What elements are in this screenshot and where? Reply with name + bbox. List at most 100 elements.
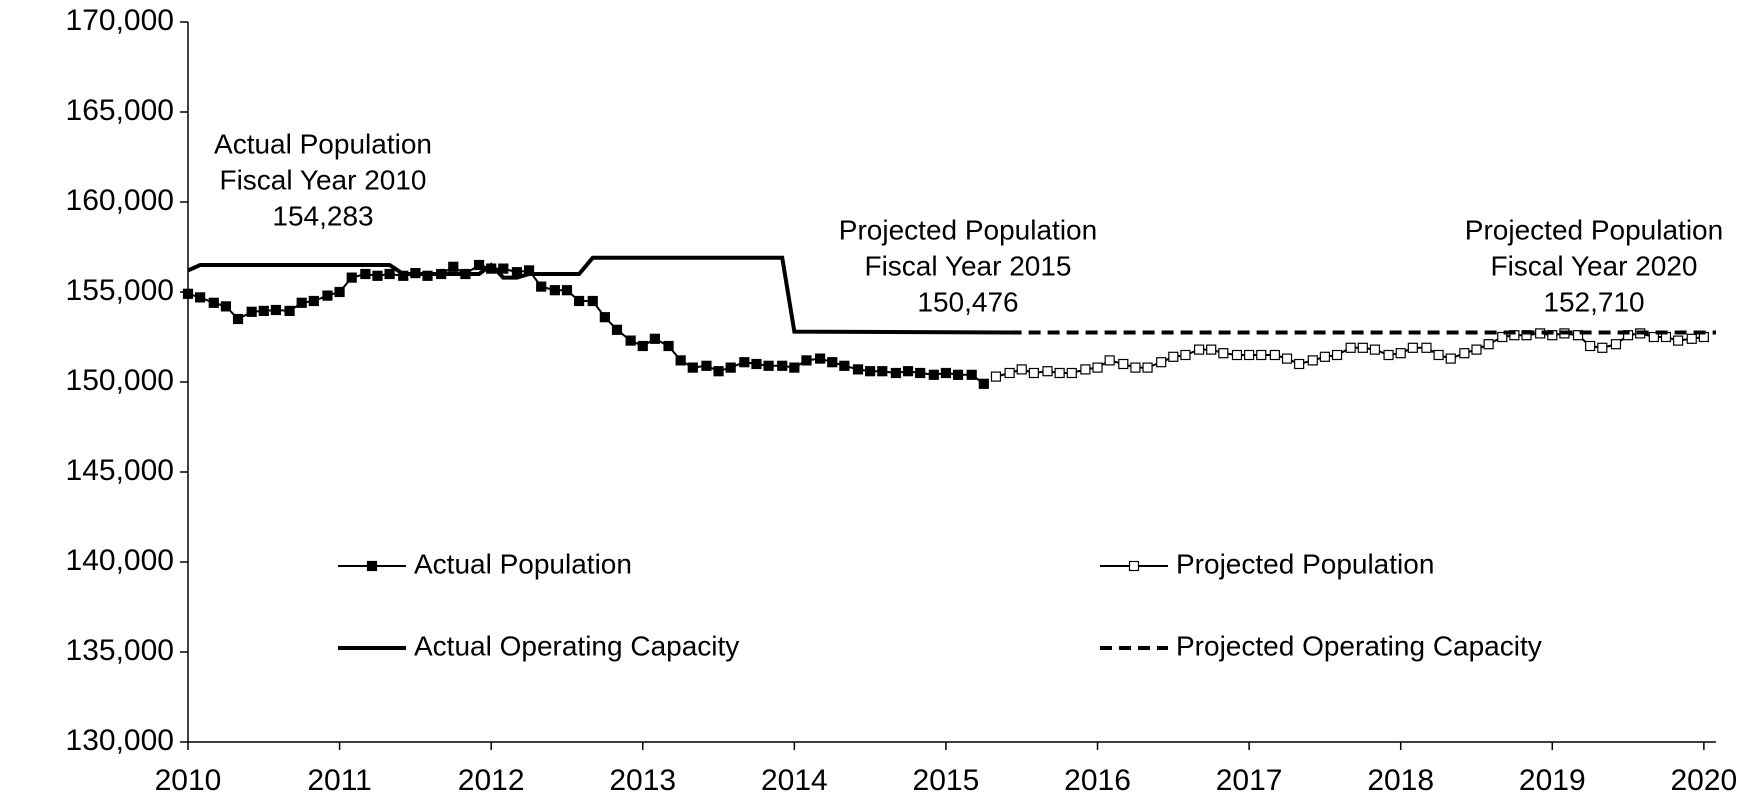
data-point xyxy=(208,297,219,308)
data-point xyxy=(902,366,914,377)
data-point xyxy=(258,305,269,316)
data-point xyxy=(865,366,876,377)
data-point xyxy=(1610,339,1622,350)
x-tick-label: 2011 xyxy=(307,764,372,797)
y-tick-label: 160,000 xyxy=(66,184,174,217)
data-point xyxy=(1092,362,1103,373)
data-point xyxy=(1080,364,1091,375)
data-point xyxy=(1483,339,1494,350)
data-point xyxy=(384,268,395,280)
data-point xyxy=(852,364,864,375)
data-point xyxy=(1142,362,1153,373)
data-point xyxy=(978,378,989,389)
data-point xyxy=(1066,367,1077,379)
data-point xyxy=(687,362,698,373)
data-point xyxy=(1218,348,1229,359)
data-point xyxy=(473,259,485,271)
data-point xyxy=(1345,342,1356,353)
annotation: Fiscal Year 2015 xyxy=(864,250,1071,281)
data-point xyxy=(725,362,736,373)
data-point xyxy=(801,355,812,366)
data-point xyxy=(940,367,952,379)
data-point xyxy=(1193,344,1205,355)
annotation: 150,476 xyxy=(917,286,1018,317)
data-point xyxy=(308,295,319,307)
data-point xyxy=(1244,349,1255,361)
y-tick-label: 140,000 xyxy=(66,544,174,577)
data-point xyxy=(1269,349,1280,361)
x-tick-label: 2012 xyxy=(458,764,525,797)
y-tick-label: 170,000 xyxy=(66,4,174,37)
x-tick-label: 2018 xyxy=(1367,764,1434,797)
data-point xyxy=(1331,349,1343,361)
data-point xyxy=(877,366,888,377)
x-tick-label: 2019 xyxy=(1519,764,1586,797)
data-point xyxy=(498,263,509,274)
legend-label: Actual Population xyxy=(414,548,632,579)
data-point xyxy=(1572,330,1584,341)
data-point xyxy=(1042,366,1053,377)
data-point xyxy=(246,306,257,317)
data-point xyxy=(448,261,459,272)
y-tick-label: 155,000 xyxy=(66,274,174,307)
data-point xyxy=(322,290,333,301)
data-point xyxy=(220,301,231,312)
data-point xyxy=(1357,342,1368,353)
annotation: Fiscal Year 2010 xyxy=(219,164,426,195)
y-tick-label: 135,000 xyxy=(66,634,174,667)
data-point xyxy=(1369,344,1381,355)
data-point xyxy=(1016,364,1027,375)
series-line xyxy=(187,255,1010,335)
x-tick-label: 2017 xyxy=(1216,764,1283,797)
data-point xyxy=(928,369,939,380)
annotation: 154,283 xyxy=(272,200,373,231)
data-point xyxy=(1104,355,1115,366)
data-point xyxy=(1497,331,1508,343)
data-point xyxy=(549,285,560,296)
x-tick-label: 2016 xyxy=(1064,764,1131,797)
data-point xyxy=(1597,342,1608,353)
data-point xyxy=(952,369,964,380)
x-tick-label: 2015 xyxy=(913,764,980,797)
y-tick-label: 145,000 xyxy=(66,454,174,487)
x-tick-label: 2014 xyxy=(761,764,828,797)
data-point xyxy=(1206,344,1217,355)
data-point xyxy=(713,366,724,377)
data-point xyxy=(284,305,295,316)
legend-marker xyxy=(366,560,378,572)
data-point xyxy=(1648,331,1659,343)
data-point xyxy=(915,367,926,379)
data-point xyxy=(625,335,636,346)
legend-label: Projected Operating Capacity xyxy=(1176,630,1542,661)
data-point xyxy=(637,340,648,352)
data-point xyxy=(789,362,800,373)
y-tick-label: 130,000 xyxy=(66,724,174,757)
y-tick-label: 165,000 xyxy=(66,94,174,127)
data-point xyxy=(1686,333,1697,344)
data-point xyxy=(649,333,660,344)
data-point xyxy=(1004,367,1015,379)
data-point xyxy=(372,270,383,281)
data-point xyxy=(1168,351,1179,362)
data-point xyxy=(1180,349,1191,361)
annotation: Projected Population xyxy=(839,214,1097,245)
data-point xyxy=(890,367,902,379)
data-point xyxy=(1307,355,1318,366)
data-point xyxy=(270,304,282,316)
legend-marker xyxy=(1128,560,1140,572)
data-point xyxy=(1054,367,1065,379)
data-point xyxy=(1231,349,1243,361)
annotation: Actual Population xyxy=(214,128,432,159)
data-point xyxy=(1319,351,1331,362)
data-point xyxy=(1471,344,1482,355)
data-point xyxy=(1445,353,1456,364)
data-point xyxy=(751,358,762,370)
x-tick-label: 2010 xyxy=(155,764,222,797)
x-tick-label: 2013 xyxy=(609,764,676,797)
data-point xyxy=(182,288,194,299)
data-point xyxy=(1294,358,1305,370)
data-point xyxy=(1028,367,1039,379)
data-point xyxy=(296,297,307,308)
data-point xyxy=(1130,362,1141,373)
